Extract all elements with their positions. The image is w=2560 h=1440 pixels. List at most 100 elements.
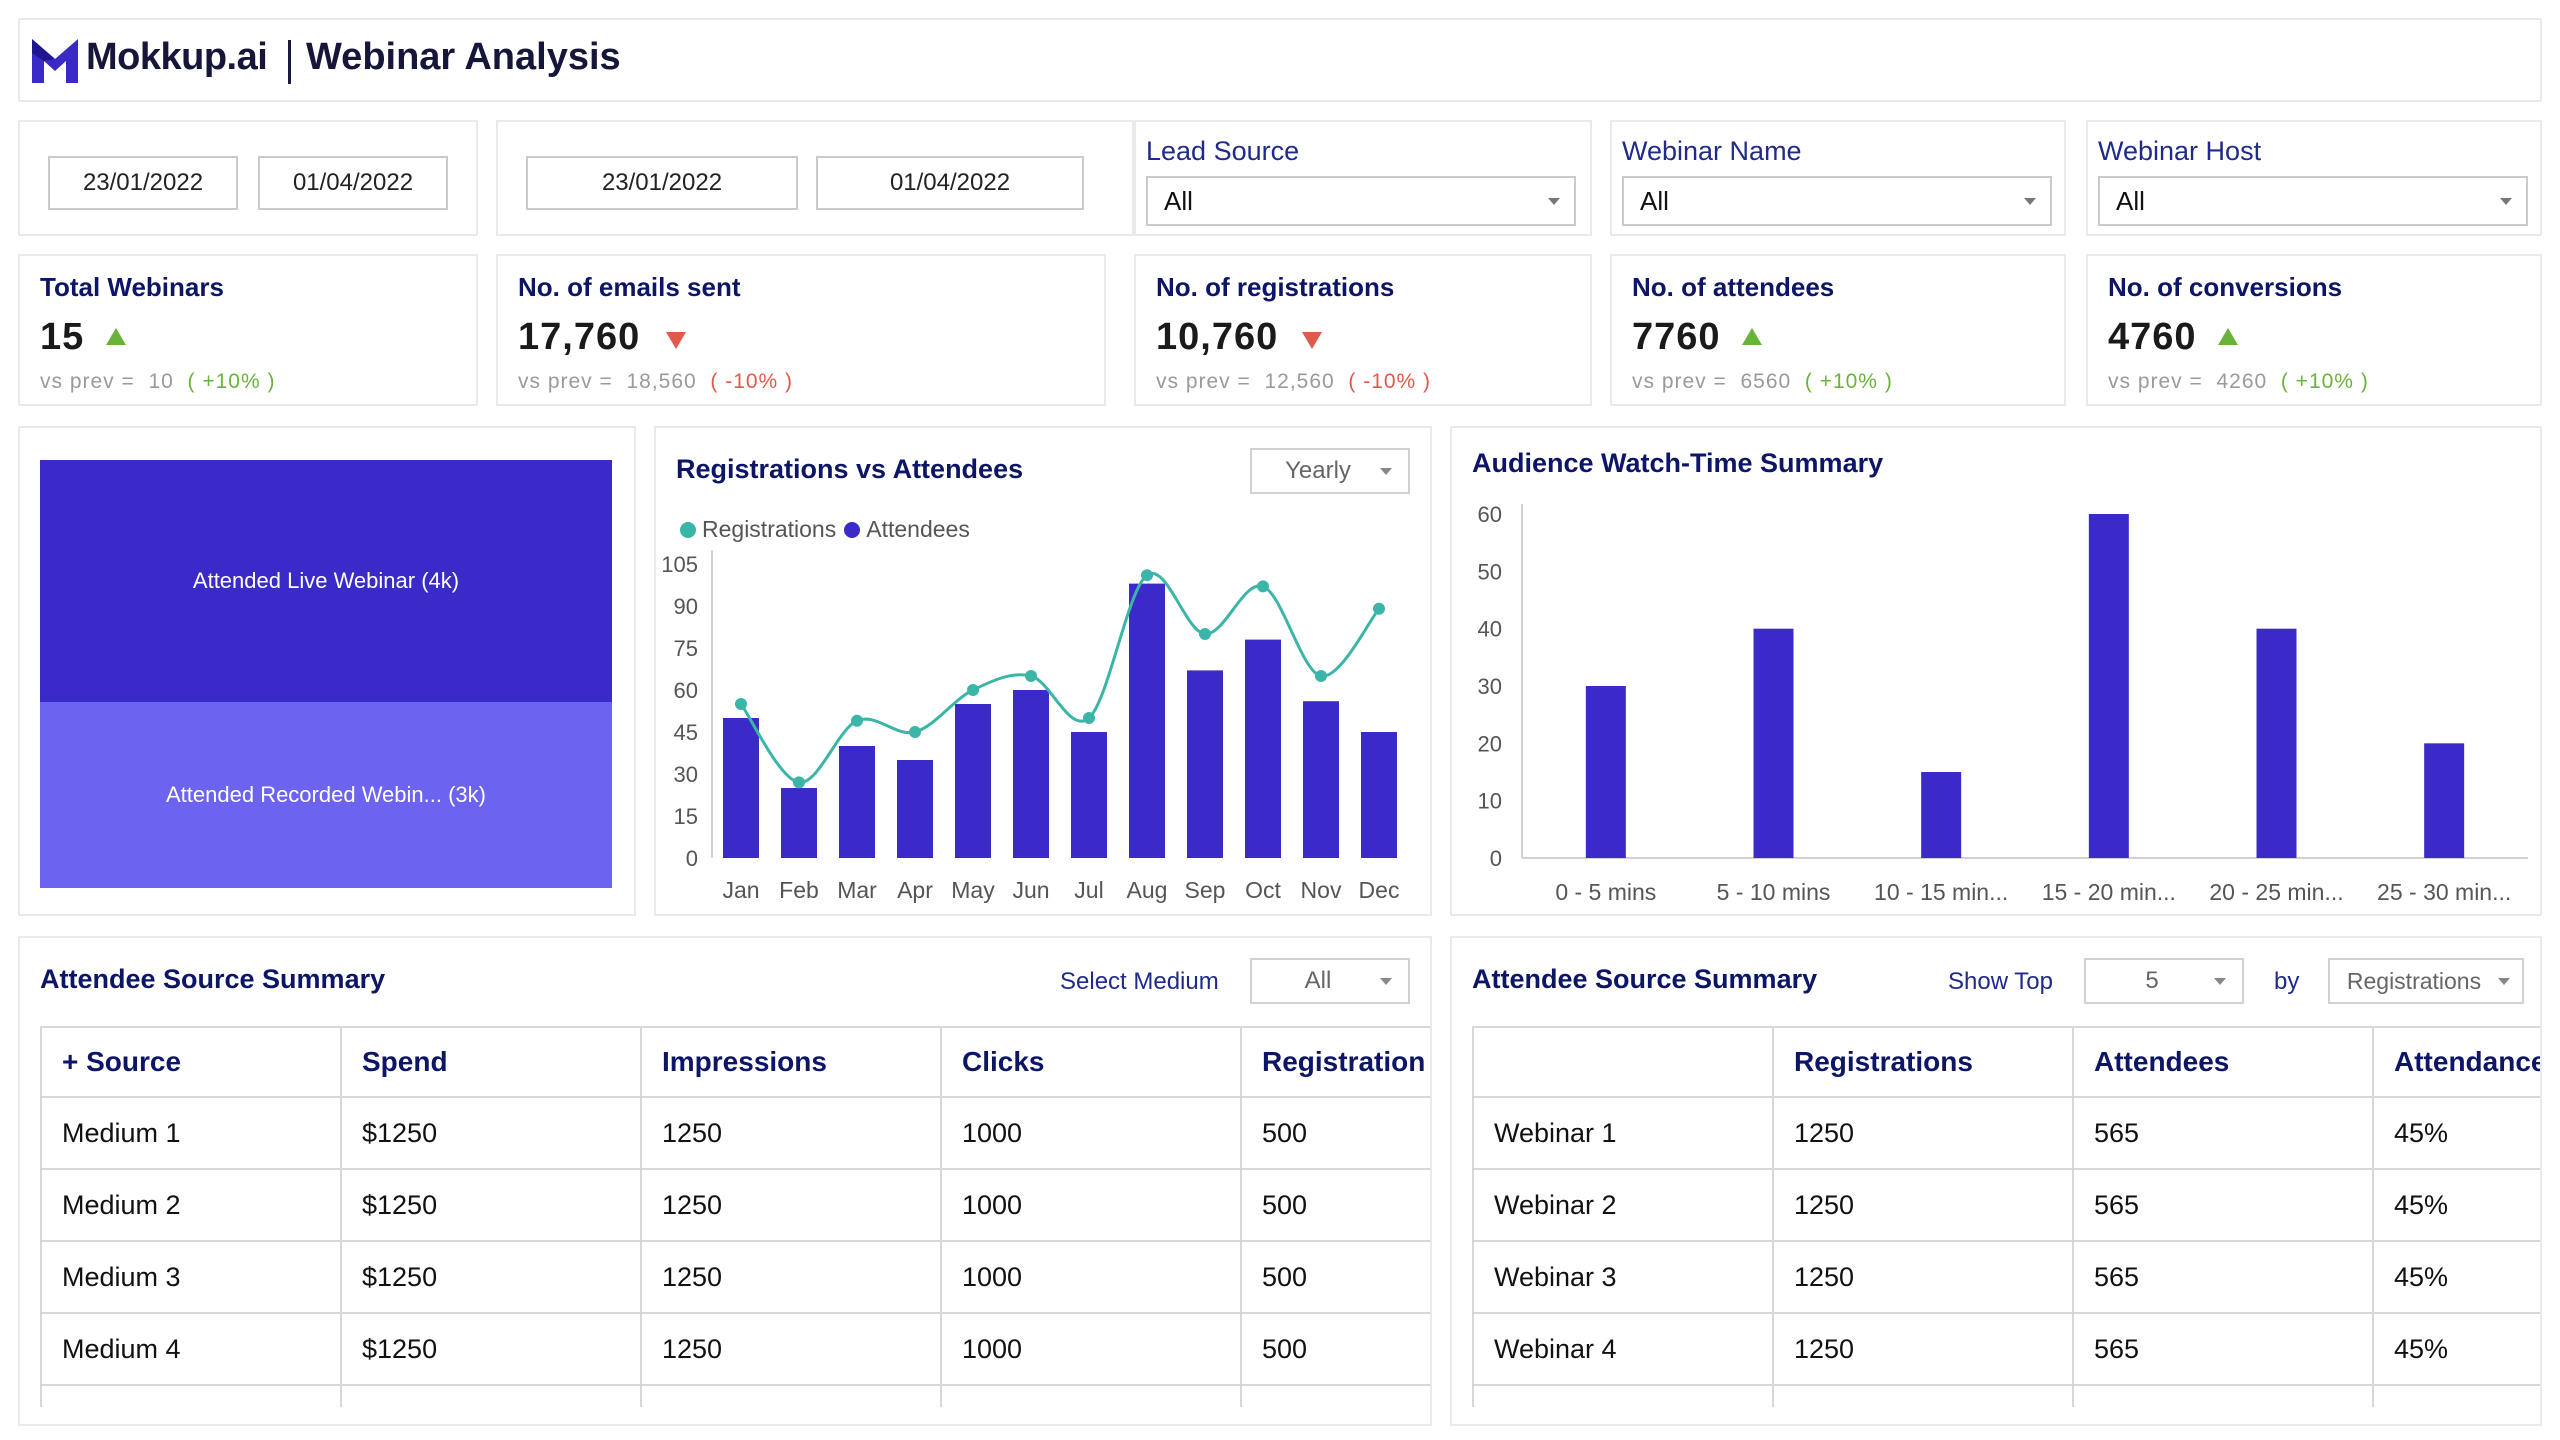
webinar-host-value: All bbox=[2116, 185, 2145, 216]
y-tick-label: 60 bbox=[1478, 502, 1502, 527]
webinar-name-select[interactable]: All bbox=[1622, 176, 2052, 226]
watch-chart-title: Audience Watch-Time Summary bbox=[1472, 448, 1884, 478]
webinar-host-select[interactable]: All bbox=[2098, 176, 2528, 226]
table-cell: $1250 bbox=[341, 1169, 642, 1242]
lead-source-select[interactable]: All bbox=[1146, 176, 1576, 226]
x-tick-label: Nov bbox=[1301, 877, 1342, 903]
legend-attendees: Attendees bbox=[866, 516, 970, 542]
x-tick-label: 20 - 25 min... bbox=[2209, 879, 2343, 905]
column-header-impressions[interactable]: Impressions bbox=[641, 1026, 942, 1098]
webinar-summary-card: Attendee Source Summary Show Top 5 by Re… bbox=[1450, 936, 2542, 1426]
webinar-name-value: All bbox=[1640, 185, 1669, 216]
period-value: Yearly bbox=[1285, 457, 1351, 484]
attendees-bar bbox=[1129, 583, 1165, 858]
show-top-label: Show Top bbox=[1948, 968, 2053, 995]
medium-value: All bbox=[1304, 967, 1332, 994]
kpi-label: No. of attendees bbox=[1632, 272, 1835, 302]
watch-time-bar bbox=[2424, 743, 2465, 858]
table-row: Webinar 3 1250 565 45% bbox=[1472, 1241, 2540, 1314]
sort-by-value: Registrations bbox=[2346, 967, 2482, 994]
attendees-bar bbox=[1013, 690, 1049, 858]
attendance-treemap-card: Attended Live Webinar (4k) Attended Reco… bbox=[18, 426, 636, 916]
period-select[interactable]: Yearly bbox=[1250, 448, 1410, 494]
attendee-source-summary-card: Attendee Source Summary Select Medium Al… bbox=[18, 936, 1432, 1426]
table-cell: 1250 bbox=[1773, 1169, 2074, 1242]
chevron-down-icon bbox=[1380, 468, 1392, 475]
table-cell: $1250 bbox=[341, 1097, 642, 1170]
source-table: + Source Spend Impressions Clicks Regist… bbox=[40, 1026, 1430, 1407]
medium-select[interactable]: All bbox=[1250, 958, 1410, 1004]
sort-by-select[interactable]: Registrations bbox=[2328, 958, 2524, 1004]
registrations-point bbox=[851, 714, 863, 727]
x-tick-label: Dec bbox=[1359, 877, 1400, 903]
table-cell: 1000 bbox=[941, 1313, 1242, 1386]
kpi-card-total-webinars: Total Webinars 15 vs prev = 10 ( +10% ) bbox=[18, 254, 478, 406]
by-label: by bbox=[2274, 968, 2300, 995]
y-tick-label: 15 bbox=[674, 804, 698, 829]
table-cell: 500 bbox=[1241, 1313, 1430, 1386]
table-cell: 1000 bbox=[941, 1097, 1242, 1170]
date-range-card-1: 23/01/2022 01/04/2022 bbox=[18, 120, 478, 236]
kpi-card-attendees: No. of attendees 7760 vs prev = 6560 ( +… bbox=[1610, 254, 2066, 406]
table-cell: 45% bbox=[2373, 1169, 2540, 1242]
chevron-down-icon bbox=[2498, 978, 2510, 985]
column-header-clicks[interactable]: Clicks bbox=[941, 1026, 1242, 1098]
registrations-line bbox=[739, 571, 1381, 784]
chart-legend: Registrations Attendees bbox=[680, 516, 970, 543]
y-tick-label: 10 bbox=[1478, 789, 1502, 814]
legend-dot-attendees bbox=[844, 521, 861, 538]
x-tick-label: Jul bbox=[1074, 877, 1103, 903]
kpi-value: 7760 bbox=[1632, 316, 1721, 358]
watch-time-bar bbox=[1921, 772, 1962, 858]
show-top-select[interactable]: 5 bbox=[2084, 958, 2244, 1004]
registrations-point bbox=[1141, 569, 1153, 582]
kpi-card-registrations: No. of registrations 10,760 vs prev = 12… bbox=[1134, 254, 1592, 406]
column-header-attendees[interactable]: Attendees bbox=[2073, 1026, 2374, 1098]
y-tick-label: 40 bbox=[1478, 617, 1502, 642]
attendees-bar bbox=[839, 746, 875, 858]
brand-name: Mokkup.ai bbox=[86, 36, 268, 78]
attendees-bar bbox=[955, 704, 991, 858]
registrations-point bbox=[1373, 602, 1385, 615]
start-date-input-1[interactable]: 23/01/2022 bbox=[48, 156, 238, 210]
trend-down-icon bbox=[1302, 332, 1322, 349]
legend-registrations: Registrations bbox=[702, 516, 837, 542]
end-date-input-1[interactable]: 01/04/2022 bbox=[258, 156, 448, 210]
y-tick-label: 45 bbox=[674, 720, 698, 745]
table-cell: 565 bbox=[2073, 1241, 2374, 1314]
y-tick-label: 60 bbox=[674, 678, 698, 703]
watch-time-bar bbox=[2088, 514, 2129, 858]
column-header-webinar[interactable] bbox=[1472, 1026, 1774, 1098]
table-cell: Webinar 4 bbox=[1472, 1313, 1774, 1386]
kpi-label: No. of registrations bbox=[1156, 272, 1395, 302]
table-cell: 1000 bbox=[941, 1169, 1242, 1242]
column-header-registration[interactable]: Registration bbox=[1241, 1026, 1430, 1098]
column-header-spend[interactable]: Spend bbox=[341, 1026, 642, 1098]
x-tick-label: Feb bbox=[779, 877, 819, 903]
table-cell: Webinar 2 bbox=[1472, 1169, 1774, 1242]
column-header-registrations[interactable]: Registrations bbox=[1773, 1026, 2074, 1098]
kpi-value: 15 bbox=[40, 316, 85, 358]
select-medium-label: Select Medium bbox=[1060, 968, 1219, 995]
table-cell: 500 bbox=[1241, 1097, 1430, 1170]
treemap-live-webinar[interactable]: Attended Live Webinar (4k) bbox=[40, 460, 612, 702]
end-date-input-2[interactable]: 01/04/2022 bbox=[816, 156, 1084, 210]
start-date-input-2[interactable]: 23/01/2022 bbox=[526, 156, 798, 210]
watch-time-card: Audience Watch-Time Summary 0 10 20 30 40 50 6… bbox=[1450, 426, 2542, 916]
attendees-bar bbox=[897, 760, 933, 858]
column-header-source[interactable]: + Source bbox=[40, 1026, 342, 1098]
table-header-row: Registrations Attendees Attendance bbox=[1472, 1026, 2540, 1098]
table-cell: $1250 bbox=[341, 1241, 642, 1314]
column-header-attendance[interactable]: Attendance bbox=[2373, 1026, 2540, 1098]
kpi-value: 17,760 bbox=[518, 316, 641, 358]
webinar-host-label: Webinar Host bbox=[2098, 136, 2262, 166]
treemap-recorded-webinar[interactable]: Attended Recorded Webin... (3k) bbox=[40, 702, 612, 888]
table-cell: 500 bbox=[1241, 1169, 1430, 1242]
legend-dot-registrations bbox=[680, 521, 696, 538]
kpi-previous: vs prev = 10 ( +10% ) bbox=[40, 370, 276, 393]
y-tick-label: 75 bbox=[674, 636, 698, 661]
table-cell: $1250 bbox=[341, 1313, 642, 1386]
webinar-host-filter: Webinar Host All bbox=[2086, 120, 2542, 236]
table-cell: Webinar 1 bbox=[1472, 1097, 1774, 1170]
x-tick-label: Aug bbox=[1127, 877, 1168, 903]
